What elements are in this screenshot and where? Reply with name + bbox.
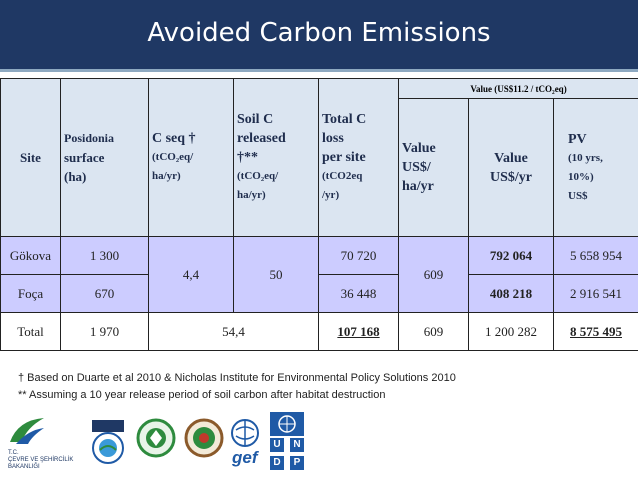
cell-pv: 2 916 541	[552, 274, 638, 313]
header-value-yr-line-1: Value	[494, 150, 528, 166]
slide-title: Avoided Carbon Emissions	[147, 18, 491, 48]
ministry-text-line-1: T.C.	[8, 450, 19, 456]
agency-logo-icon	[92, 420, 124, 464]
green-seal-icon	[136, 418, 176, 458]
header-cseq-line-3: ha/yr)	[152, 170, 181, 182]
header-cseq-line-1: C seq †	[152, 131, 196, 146]
header-soil-line-3: †**	[237, 150, 258, 165]
undp-letter-p: P	[290, 456, 304, 470]
footnote-2: ** Assuming a 10 year release period of …	[18, 389, 386, 401]
ministry-text: T.C. ÇEVRE VE ŞEHİRCİLİK BAKANLIĞI	[8, 450, 73, 471]
cell-total-surface: 1 970	[60, 312, 149, 351]
header-posidonia-line-1: Posidonia	[64, 131, 115, 145]
un-emblem-icon	[270, 412, 304, 436]
header-total-c: Total C loss per site (tCO2eq /yr)	[318, 78, 399, 237]
cell-site: Gökova	[0, 236, 61, 275]
header-total-c-line-3: per site	[322, 150, 366, 165]
header-value-yr-line-2: US$/yr	[490, 169, 532, 185]
header-total-c-line-1: Total C	[322, 112, 367, 127]
header-value-group: Value (US$11.2 / tCO₂eq)	[397, 78, 638, 99]
footnotes: † Based on Duarte et al 2010 & Nicholas …	[18, 370, 456, 404]
header-pv-line-1: PV	[568, 131, 587, 147]
cell-cseq-merged: 4,4	[148, 236, 234, 313]
undp-letter-u: U	[270, 438, 284, 452]
header-total-c-line-5: /yr)	[322, 189, 340, 201]
table-row-foca: Foça 670 36 448 408 218 2 916 541	[0, 274, 638, 313]
footnote-1: † Based on Duarte et al 2010 & Nicholas …	[18, 372, 456, 384]
cell-site: Foça	[0, 274, 61, 313]
header-site: Site	[0, 78, 61, 237]
header-soil-line-5: ha/yr)	[237, 189, 266, 201]
table-row-gokova: Gökova 1 300 4,4 50 70 720 609 792 064 5…	[0, 236, 638, 313]
cell-surface: 1 300	[60, 236, 149, 275]
cell-value-ha-merged: 609	[398, 236, 469, 313]
gef-globe-icon	[231, 419, 259, 447]
cell-surface: 670	[60, 274, 149, 313]
logo-strip: T.C. ÇEVRE VE ŞEHİRCİLİK BAKANLIĞI gef U…	[0, 410, 638, 478]
cell-value-yr: 408 218	[468, 274, 554, 313]
header-posidonia-line-3: (ha)	[64, 169, 87, 184]
header-value-ha-line-1: Value	[402, 141, 436, 156]
header-value-yr: Value US$/yr	[468, 98, 554, 237]
cell-total-c: 36 448	[318, 274, 399, 313]
header-soil-line-2: released	[237, 131, 286, 146]
header-total-c-line-2: loss	[322, 131, 344, 146]
cell-total-pv: 8 575 495	[552, 312, 638, 351]
header-value-ha: Value US$/ ha/yr	[398, 98, 469, 237]
header-pv-line-4: US$	[568, 189, 588, 202]
undp-letter-n: N	[290, 438, 304, 452]
gef-logo-text: gef	[232, 448, 258, 467]
ministry-text-line-3: BAKANLIĞI	[8, 464, 40, 470]
carbon-table: Site Posidonia surface (ha) C seq † (tCO…	[0, 78, 638, 351]
brown-seal-icon	[184, 418, 224, 458]
ministry-text-line-2: ÇEVRE VE ŞEHİRCİLİK	[8, 457, 74, 463]
header-soil: Soil C released †** (tCO₂eq/ ha/yr)	[233, 78, 319, 237]
header-value-ha-line-3: ha/yr	[402, 179, 434, 194]
ministry-logo-icon	[10, 418, 44, 444]
header-posidonia: Posidonia surface (ha)	[60, 78, 149, 237]
cell-total-value-ha: 609	[398, 312, 469, 351]
cell-total-value-yr: 1 200 282	[468, 312, 554, 351]
header-cseq: C seq † (tCO₂eq/ ha/yr)	[148, 78, 234, 237]
cell-total-label: Total	[0, 312, 61, 351]
undp-letter-d: D	[270, 456, 284, 470]
cell-soil-merged: 50	[233, 236, 319, 313]
cell-value-yr: 792 064	[468, 236, 554, 275]
header-pv-line-2: (10 yrs,	[568, 151, 603, 164]
cell-total-c-sum: 107 168	[318, 312, 399, 351]
header-soil-line-1: Soil C	[237, 112, 274, 127]
header-total-c-line-4: (tCO2eq	[322, 170, 363, 182]
header-posidonia-line-2: surface	[64, 150, 105, 165]
cell-total-c: 70 720	[318, 236, 399, 275]
title-bar: Avoided Carbon Emissions	[0, 0, 638, 72]
header-soil-line-4: (tCO₂eq/	[237, 170, 279, 182]
header-value-ha-line-2: US$/	[402, 160, 431, 175]
header-pv: PV (10 yrs, 10%) US$	[552, 98, 638, 237]
header-cseq-line-2: (tCO₂eq/	[152, 151, 194, 163]
header-pv-line-3: 10%)	[568, 170, 594, 183]
cell-pv: 5 658 954	[552, 236, 638, 275]
cell-total-combined: 54,4	[148, 312, 319, 351]
table-row-total: Total 1 970 54,4 107 168 609 1 200 282 8…	[0, 312, 638, 351]
